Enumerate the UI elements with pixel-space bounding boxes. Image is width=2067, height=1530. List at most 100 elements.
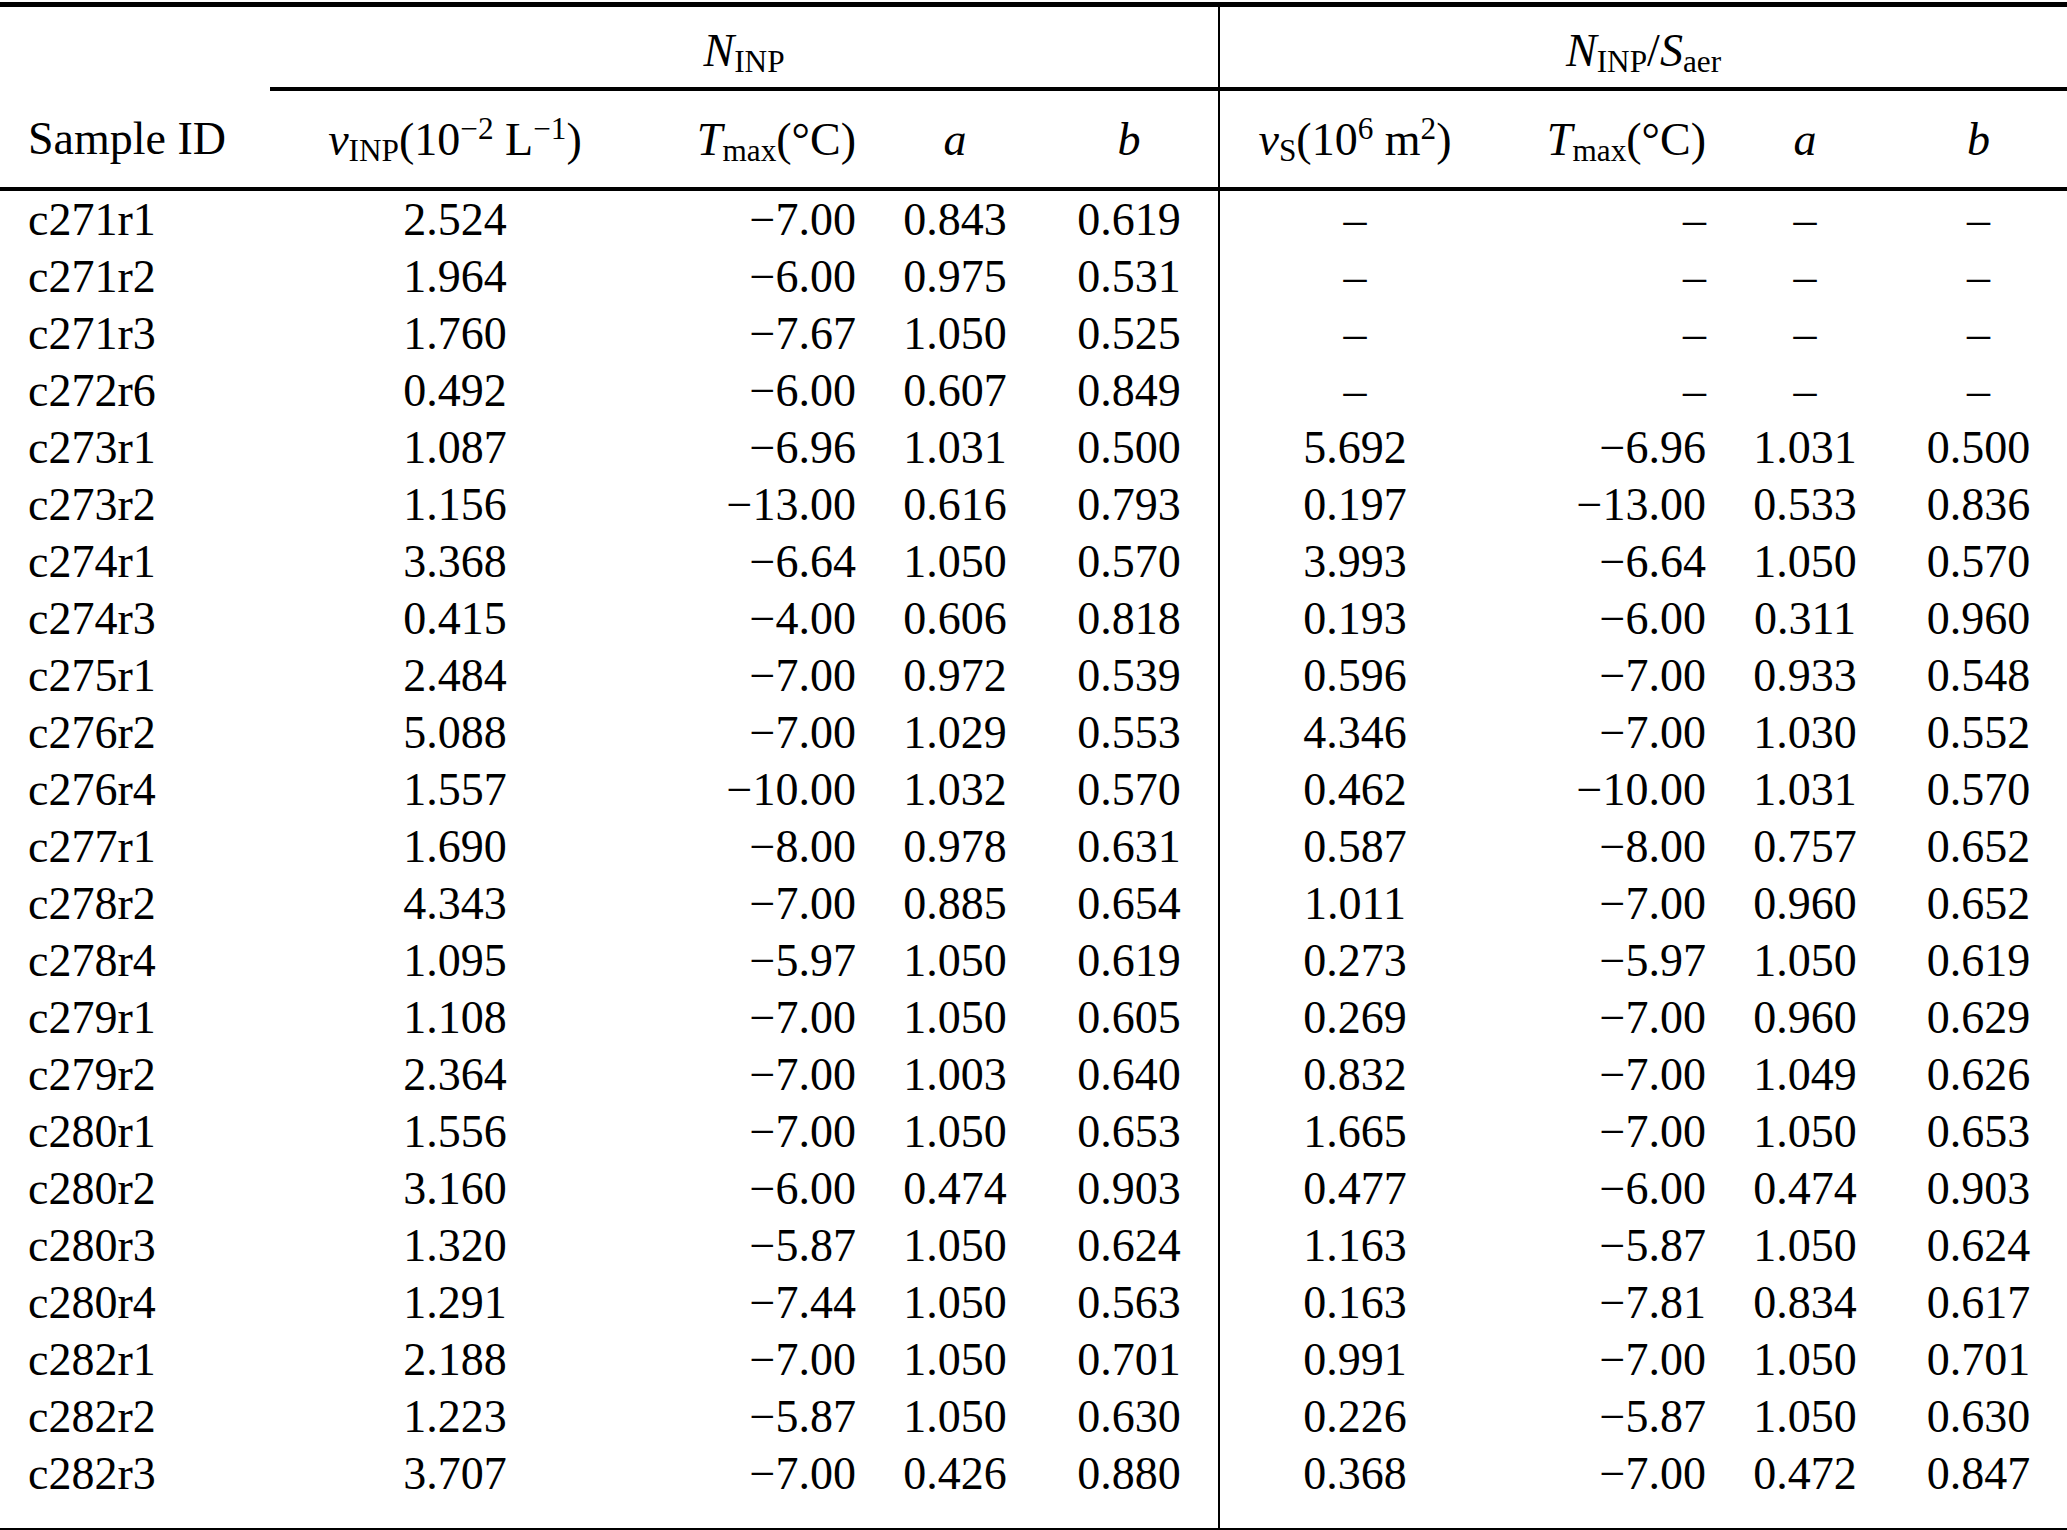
value-cell: 0.426 bbox=[870, 1445, 1040, 1502]
value-cell: 0.619 bbox=[1040, 932, 1219, 989]
value-cell: −7.67 bbox=[640, 305, 870, 362]
value-cell: – bbox=[1490, 248, 1720, 305]
table-row: c276r25.088−7.001.0290.5534.346−7.001.03… bbox=[0, 704, 2067, 761]
column-header-row: Sample ID νINP(10−2 L−1) Tmax(°C) a b νS… bbox=[0, 89, 2067, 189]
value-cell: 1.003 bbox=[870, 1046, 1040, 1103]
value-cell: 0.570 bbox=[1040, 533, 1219, 590]
table-row: c271r31.760−7.671.0500.525–––– bbox=[0, 305, 2067, 362]
value-cell: 1.050 bbox=[870, 989, 1040, 1046]
value-cell: −13.00 bbox=[1490, 476, 1720, 533]
table-row: c280r11.556−7.001.0500.6531.665−7.001.05… bbox=[0, 1103, 2067, 1160]
value-cell: 0.903 bbox=[1040, 1160, 1219, 1217]
value-cell: 1.049 bbox=[1720, 1046, 1890, 1103]
value-cell: −7.00 bbox=[640, 989, 870, 1046]
column-header-a-inp: a bbox=[870, 89, 1040, 189]
column-header-b-inp: b bbox=[1040, 89, 1219, 189]
value-cell: 0.474 bbox=[1720, 1160, 1890, 1217]
value-cell: −6.64 bbox=[1490, 533, 1720, 590]
value-cell: −7.00 bbox=[640, 189, 870, 248]
value-cell: 3.707 bbox=[270, 1445, 640, 1502]
sample-id-cell: c273r2 bbox=[0, 476, 270, 533]
value-cell: 4.346 bbox=[1219, 704, 1490, 761]
table-row: c279r22.364−7.001.0030.6400.832−7.001.04… bbox=[0, 1046, 2067, 1103]
column-header-a-saer: a bbox=[1720, 89, 1890, 189]
value-cell: −7.00 bbox=[640, 875, 870, 932]
table-row: c274r13.368−6.641.0500.5703.993−6.641.05… bbox=[0, 533, 2067, 590]
sample-id-cell: c278r2 bbox=[0, 875, 270, 932]
value-cell: – bbox=[1890, 248, 2067, 305]
group-header-ninp-saer: NINP/Saer bbox=[1219, 5, 2067, 90]
value-cell: – bbox=[1490, 305, 1720, 362]
table-body: c271r12.524−7.000.8430.619––––c271r21.96… bbox=[0, 189, 2067, 1530]
value-cell: 0.885 bbox=[870, 875, 1040, 932]
table-row: c282r33.707−7.000.4260.8800.368−7.000.47… bbox=[0, 1445, 2067, 1502]
value-cell: −5.87 bbox=[640, 1217, 870, 1274]
value-cell: 0.624 bbox=[1890, 1217, 2067, 1274]
value-cell: −7.00 bbox=[640, 1103, 870, 1160]
value-cell: 0.492 bbox=[270, 362, 640, 419]
value-cell: −6.00 bbox=[640, 248, 870, 305]
value-cell: 0.933 bbox=[1720, 647, 1890, 704]
value-cell: −6.64 bbox=[640, 533, 870, 590]
value-cell: 3.160 bbox=[270, 1160, 640, 1217]
value-cell: 0.843 bbox=[870, 189, 1040, 248]
value-cell: −7.00 bbox=[640, 1445, 870, 1502]
value-cell: – bbox=[1219, 189, 1490, 248]
value-cell: – bbox=[1720, 248, 1890, 305]
value-cell: 1.032 bbox=[870, 761, 1040, 818]
value-cell: 0.570 bbox=[1040, 761, 1219, 818]
value-cell: 0.701 bbox=[1890, 1331, 2067, 1388]
value-cell: −6.00 bbox=[1490, 590, 1720, 647]
value-cell: – bbox=[1720, 362, 1890, 419]
value-cell: 0.163 bbox=[1219, 1274, 1490, 1331]
value-cell: 1.557 bbox=[270, 761, 640, 818]
table-row: c282r12.188−7.001.0500.7010.991−7.001.05… bbox=[0, 1331, 2067, 1388]
value-cell: 1.156 bbox=[270, 476, 640, 533]
value-cell: −7.00 bbox=[1490, 875, 1720, 932]
value-cell: – bbox=[1890, 189, 2067, 248]
sample-id-cell: c276r2 bbox=[0, 704, 270, 761]
value-cell: 0.960 bbox=[1720, 989, 1890, 1046]
value-cell: 0.477 bbox=[1219, 1160, 1490, 1217]
group-header-ninp: NINP bbox=[270, 5, 1219, 90]
value-cell: 3.993 bbox=[1219, 533, 1490, 590]
value-cell: 0.606 bbox=[870, 590, 1040, 647]
table-row: c280r31.320−5.871.0500.6241.163−5.871.05… bbox=[0, 1217, 2067, 1274]
value-cell: 0.653 bbox=[1890, 1103, 2067, 1160]
value-cell: −6.96 bbox=[1490, 419, 1720, 476]
value-cell: 0.652 bbox=[1890, 818, 2067, 875]
value-cell: 1.223 bbox=[270, 1388, 640, 1445]
value-cell: 2.484 bbox=[270, 647, 640, 704]
sample-id-cell: c275r1 bbox=[0, 647, 270, 704]
value-cell: 0.311 bbox=[1720, 590, 1890, 647]
value-cell: – bbox=[1219, 362, 1490, 419]
value-cell: 1.050 bbox=[1720, 1103, 1890, 1160]
sample-id-cell: c273r1 bbox=[0, 419, 270, 476]
value-cell: 1.050 bbox=[1720, 533, 1890, 590]
value-cell: 1.050 bbox=[1720, 1388, 1890, 1445]
value-cell: −5.97 bbox=[640, 932, 870, 989]
spacer-cell bbox=[0, 1502, 1219, 1530]
value-cell: 0.617 bbox=[1890, 1274, 2067, 1331]
value-cell: −8.00 bbox=[640, 818, 870, 875]
value-cell: 1.031 bbox=[1720, 419, 1890, 476]
table-row: c271r12.524−7.000.8430.619–––– bbox=[0, 189, 2067, 248]
value-cell: 0.834 bbox=[1720, 1274, 1890, 1331]
value-cell: 0.832 bbox=[1219, 1046, 1490, 1103]
value-cell: 0.596 bbox=[1219, 647, 1490, 704]
value-cell: 0.500 bbox=[1890, 419, 2067, 476]
value-cell: 0.531 bbox=[1040, 248, 1219, 305]
value-cell: 0.978 bbox=[870, 818, 1040, 875]
sample-id-cell: c280r2 bbox=[0, 1160, 270, 1217]
sample-id-cell: c282r1 bbox=[0, 1331, 270, 1388]
value-cell: −7.00 bbox=[1490, 1445, 1720, 1502]
sample-id-cell: c279r1 bbox=[0, 989, 270, 1046]
value-cell: 0.701 bbox=[1040, 1331, 1219, 1388]
table-row: c278r41.095−5.971.0500.6190.273−5.971.05… bbox=[0, 932, 2067, 989]
value-cell: 1.050 bbox=[870, 1388, 1040, 1445]
value-cell: 0.960 bbox=[1890, 590, 2067, 647]
sample-id-cell: c279r2 bbox=[0, 1046, 270, 1103]
value-cell: 0.619 bbox=[1040, 189, 1219, 248]
value-cell: 0.500 bbox=[1040, 419, 1219, 476]
value-cell: 1.760 bbox=[270, 305, 640, 362]
